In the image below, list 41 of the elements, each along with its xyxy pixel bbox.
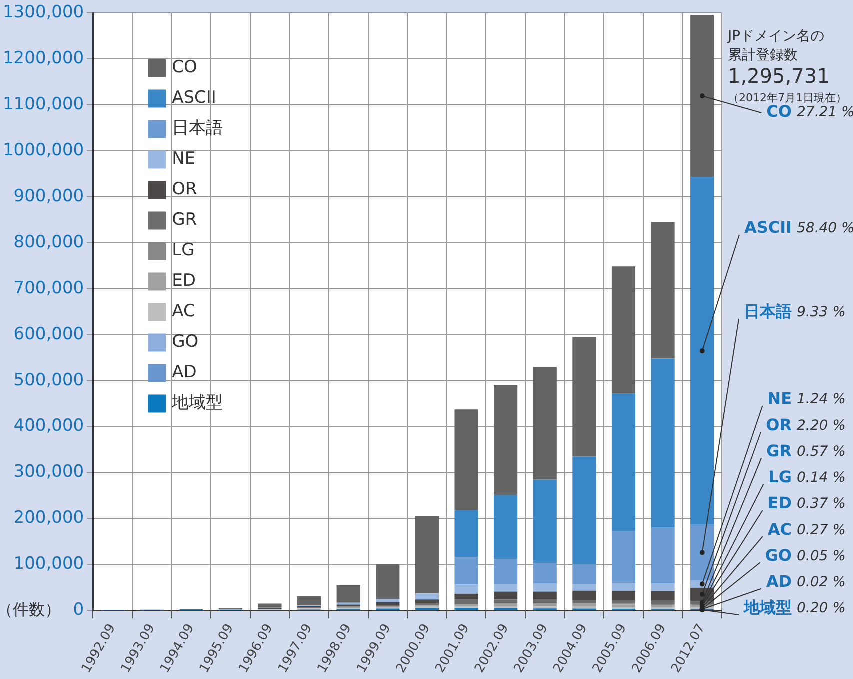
annotation: OR 2.20 % — [766, 415, 846, 434]
legend-label: 日本語 — [172, 118, 224, 139]
annotation: AC 0.27 % — [768, 520, 846, 539]
y-axis-title: （件数） — [0, 600, 62, 619]
y-tick-label: 1200,000 — [2, 48, 84, 69]
legend-label: OR — [172, 180, 198, 200]
annotation: NE 1.24 % — [768, 389, 846, 408]
legend-label: 地域型 — [171, 393, 224, 414]
legend-label: AD — [172, 362, 197, 383]
legend-label: GR — [172, 210, 198, 230]
y-tick-label: 0 — [73, 600, 84, 620]
text: （2012年7月1日現在） — [728, 91, 847, 104]
legend-label: GO — [172, 332, 199, 352]
legend-label: LG — [172, 240, 195, 261]
annotation: 日本語 9.33 % — [744, 302, 846, 322]
y-tick-label: 1100,000 — [2, 94, 84, 115]
y-tick-label: 800,000 — [14, 232, 84, 252]
legend-label: CO — [172, 58, 198, 78]
annotation: ED 0.37 % — [768, 494, 846, 513]
y-tick-label: 1000,000 — [2, 140, 84, 160]
y-tick-label: 300,000 — [14, 462, 84, 482]
annotation: GO 0.05 % — [765, 546, 846, 565]
text: JPドメイン名の — [727, 28, 825, 45]
annotation: GR 0.57 % — [766, 441, 846, 460]
y-tick-label: 500,000 — [14, 370, 84, 390]
y-tick-label: 600,000 — [14, 324, 84, 344]
legend-label: ED — [172, 271, 196, 292]
legend-label: AC — [172, 302, 196, 322]
y-tick-label: 200,000 — [14, 508, 84, 528]
text: 累計登録数 — [728, 48, 798, 64]
annotation: AD 0.02 % — [766, 572, 846, 592]
annotation: 地域型 0.20 % — [743, 598, 846, 618]
text: 1,295,731 — [728, 64, 830, 88]
y-tick-label: 700,000 — [14, 278, 84, 298]
y-tick-label: 1300,000 — [2, 2, 84, 23]
y-tick-label: 900,000 — [14, 186, 84, 206]
y-tick-label: 100,000 — [14, 554, 84, 574]
y-tick-label: 400,000 — [14, 416, 84, 436]
legend-label: ASCII — [172, 88, 216, 108]
legend-label: NE — [172, 149, 196, 170]
annotation: LG 0.14 % — [768, 468, 846, 487]
